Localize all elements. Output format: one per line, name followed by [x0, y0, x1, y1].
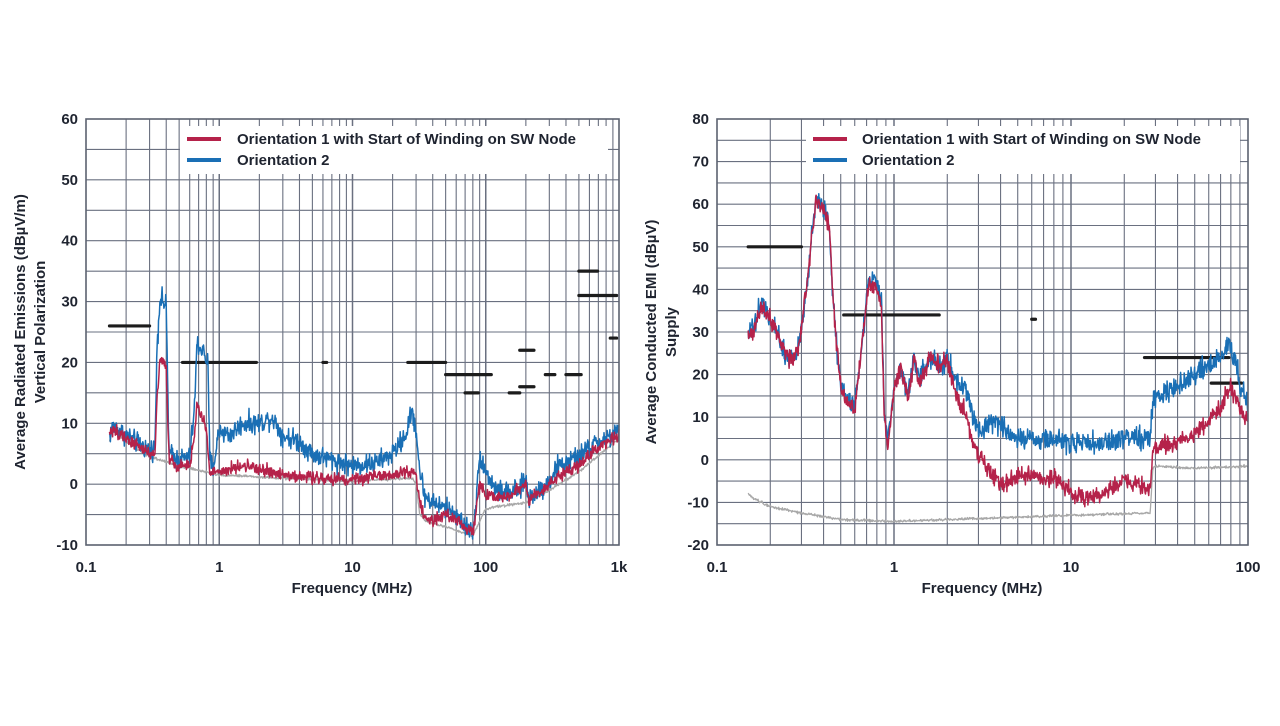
- y-tick-label: 0: [701, 452, 709, 469]
- legend-box: [180, 126, 608, 174]
- plot-frame: [85, 118, 620, 546]
- y-tick-label: 50: [61, 172, 78, 189]
- y-tick-label: 60: [61, 111, 78, 128]
- y-tick-label: 70: [692, 154, 709, 171]
- y-tick-label: -20: [687, 537, 709, 554]
- x-tick-label: 0.1: [76, 559, 97, 576]
- series-trace: [747, 194, 1249, 508]
- y-axis-title-line1: Average Conducted EMI (dBµV): [643, 220, 660, 445]
- legend-box: [806, 126, 1240, 174]
- grid: [717, 119, 1248, 545]
- x-axis-title: Frequency (MHz): [922, 580, 1043, 597]
- legend: Orientation 1 with Start of Winding on S…: [806, 126, 1240, 174]
- y-axis-title-line2: Supply: [663, 306, 680, 357]
- series-traces: [747, 193, 1249, 523]
- y-tick-label: 0: [70, 476, 78, 493]
- x-tick-label: 10: [344, 559, 361, 576]
- legend: Orientation 1 with Start of Winding on S…: [180, 126, 608, 174]
- y-tick-label: 40: [692, 281, 709, 298]
- x-axis-title: Frequency (MHz): [292, 580, 413, 597]
- y-tick-labels: -10 0 10 20 30 40 50 60: [56, 111, 78, 554]
- series-trace: [747, 463, 1248, 523]
- y-tick-label: 40: [61, 233, 78, 250]
- legend-label-orientation-2: Orientation 2: [237, 152, 330, 169]
- y-tick-label: -10: [56, 537, 78, 554]
- series-trace: [108, 356, 620, 536]
- x-tick-label: 100: [473, 559, 498, 576]
- y-tick-label: 50: [692, 239, 709, 256]
- y-axis-title-line2: Vertical Polarization: [32, 261, 49, 404]
- y-tick-labels: -20 -10 0 10 20 30 40 50 60 70 80: [687, 111, 709, 554]
- y-tick-label: 60: [692, 196, 709, 213]
- x-tick-labels: 0.1 1 10 100 1k: [76, 559, 628, 576]
- legend-label-orientation-2: Orientation 2: [862, 152, 955, 169]
- plot-frame: [716, 118, 1249, 546]
- y-axis-title-line1: Average Radiated Emissions (dBµV/m): [12, 194, 29, 470]
- limit-lines: [107, 269, 619, 395]
- legend-label-orientation-1: Orientation 1 with Start of Winding on S…: [862, 131, 1201, 148]
- legend-label-orientation-1: Orientation 1 with Start of Winding on S…: [237, 131, 576, 148]
- radiated-emissions-chart: 0.1 1 10 100 1k -10 0 10 20 30 40 50 60 Frequency (…: [12, 111, 628, 597]
- x-tick-label: 100: [1235, 559, 1260, 576]
- y-tick-label: -10: [687, 494, 709, 511]
- series-traces: [108, 286, 620, 540]
- x-tick-label: 1: [215, 559, 223, 576]
- x-tick-label: 10: [1063, 559, 1080, 576]
- x-tick-label: 1k: [611, 559, 628, 576]
- y-tick-label: 20: [61, 354, 78, 371]
- x-tick-label: 0.1: [707, 559, 728, 576]
- x-tick-labels: 0.1 1 10 100: [707, 559, 1261, 576]
- y-tick-label: 10: [61, 415, 78, 432]
- conducted-emi-chart: 0.1 1 10 100 -20 -10 0 10 20 30 40 50 60 70 80 Freque…: [643, 111, 1261, 597]
- y-tick-label: 80: [692, 111, 709, 128]
- y-tick-label: 30: [61, 294, 78, 311]
- y-tick-label: 30: [692, 324, 709, 341]
- series-trace: [108, 286, 620, 540]
- x-tick-label: 1: [890, 559, 898, 576]
- y-tick-label: 20: [692, 367, 709, 384]
- y-tick-label: 10: [692, 409, 709, 426]
